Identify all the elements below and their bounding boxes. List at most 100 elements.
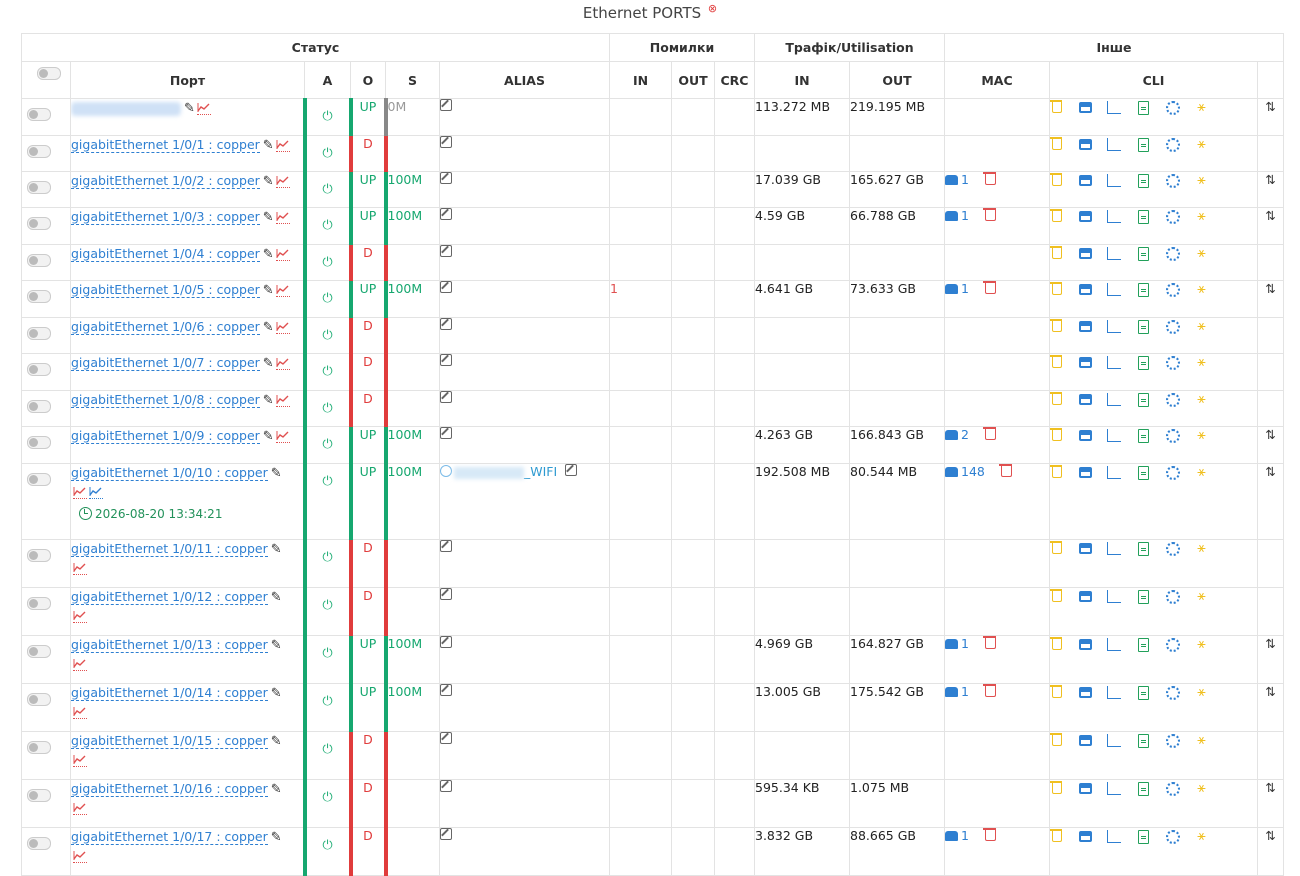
cli-monitor-icon[interactable] [1079,467,1092,478]
traffic-graph-icon[interactable] [73,850,87,863]
cli-gear-icon[interactable] [1166,246,1180,261]
port-link[interactable]: gigabitEthernet 1/0/5 : copper [71,282,260,298]
col-traffic-out[interactable]: OUT [849,61,945,99]
port-link[interactable]: gigabitEthernet 1/0/1 : copper [71,137,260,153]
cli-chart-icon[interactable] [1107,638,1121,651]
row-select-toggle[interactable] [27,181,51,194]
swap-arrows-icon[interactable]: ⇅ [1265,172,1276,188]
pencil-icon[interactable]: ✎ [262,319,274,335]
pencil-icon[interactable]: ✎ [262,428,274,444]
cli-monitor-icon[interactable] [1079,139,1092,150]
cli-clear-counters-trash-icon[interactable] [1050,246,1062,259]
power-icon[interactable]: ⏻ [322,255,333,270]
row-select-toggle[interactable] [27,549,51,562]
traffic-graph-icon[interactable] [89,486,103,499]
cli-document-icon[interactable] [1138,137,1149,152]
mac-count[interactable]: 1 [961,172,969,188]
power-icon[interactable]: ⏻ [322,550,333,565]
cli-gear-icon[interactable] [1166,637,1180,652]
clear-mac-trash-icon[interactable] [982,281,996,294]
cli-monitor-icon[interactable] [1079,543,1092,554]
power-icon[interactable]: ⏻ [322,328,333,343]
traffic-graph-icon[interactable] [275,394,290,407]
mac-count[interactable]: 1 [961,684,969,700]
col-alias[interactable]: ALIAS [439,61,610,99]
pencil-icon[interactable]: ✎ [270,685,282,701]
cli-chart-icon[interactable] [1107,393,1121,406]
col-err-out[interactable]: OUT [671,61,715,99]
mac-table-icon[interactable] [945,211,958,221]
edit-alias-icon[interactable] [440,281,452,293]
cli-chart-icon[interactable] [1107,101,1121,114]
pencil-icon[interactable]: ✎ [270,541,282,557]
cli-chart-icon[interactable] [1107,782,1121,795]
col-oper[interactable]: O [350,61,386,99]
cli-clear-counters-trash-icon[interactable] [1050,282,1062,295]
pencil-icon[interactable]: ✎ [270,589,282,605]
cli-gear-icon[interactable] [1166,781,1180,796]
cli-document-icon[interactable] [1138,355,1149,370]
cli-chart-icon[interactable] [1107,356,1121,369]
cli-gear-icon[interactable] [1166,685,1180,700]
cli-gear-icon[interactable] [1166,541,1180,556]
cli-gear-icon[interactable] [1166,733,1180,748]
cli-monitor-icon[interactable] [1079,321,1092,332]
traffic-graph-icon[interactable] [73,706,87,719]
row-select-toggle[interactable] [27,363,51,376]
cli-monitor-icon[interactable] [1079,175,1092,186]
cli-clear-counters-trash-icon[interactable] [1050,319,1062,332]
edit-alias-icon[interactable] [440,245,452,257]
row-select-toggle[interactable] [27,108,51,121]
pencil-icon[interactable]: ✎ [262,209,274,225]
pencil-icon[interactable]: ✎ [262,173,274,189]
traffic-graph-icon[interactable] [275,430,290,443]
cli-sync-icon[interactable]: ⚹ [1197,684,1206,700]
clear-mac-trash-icon[interactable] [982,172,996,185]
traffic-graph-icon[interactable] [275,211,290,224]
port-link[interactable]: gigabitEthernet 1/0/6 : copper [71,319,260,335]
cli-sync-icon[interactable]: ⚹ [1197,828,1206,844]
pencil-icon[interactable]: ✎ [262,355,274,371]
mac-count[interactable]: 1 [961,828,969,844]
cli-sync-icon[interactable]: ⚹ [1197,208,1206,224]
power-icon[interactable]: ⏻ [322,182,333,197]
cli-sync-icon[interactable]: ⚹ [1197,588,1206,604]
cli-sync-icon[interactable]: ⚹ [1197,540,1206,556]
cli-gear-icon[interactable] [1166,589,1180,604]
cli-sync-icon[interactable]: ⚹ [1197,391,1206,407]
traffic-graph-icon[interactable] [73,486,87,499]
cli-monitor-icon[interactable] [1079,591,1092,602]
cli-document-icon[interactable] [1138,541,1149,556]
power-icon[interactable]: ⏻ [322,838,333,853]
mac-count[interactable]: 1 [961,636,969,652]
edit-alias-icon[interactable] [440,684,452,696]
cli-clear-counters-trash-icon[interactable] [1050,589,1062,602]
port-link[interactable]: gigabitEthernet 1/0/15 : copper [71,733,268,749]
cli-sync-icon[interactable]: ⚹ [1197,464,1206,480]
clear-mac-trash-icon[interactable] [982,684,996,697]
cli-chart-icon[interactable] [1107,283,1121,296]
pencil-icon[interactable]: ✎ [184,100,195,116]
swap-arrows-icon[interactable]: ⇅ [1265,208,1276,224]
edit-alias-icon[interactable] [440,318,452,330]
cli-chart-icon[interactable] [1107,247,1121,260]
port-link[interactable]: gigabitEthernet 1/0/7 : copper [71,355,260,371]
swap-arrows-icon[interactable]: ⇅ [1265,464,1276,480]
cli-monitor-icon[interactable] [1079,211,1092,222]
cli-sync-icon[interactable]: ⚹ [1197,172,1206,188]
cli-chart-icon[interactable] [1107,320,1121,333]
traffic-graph-icon[interactable] [73,658,87,671]
mac-table-icon[interactable] [945,175,958,185]
swap-arrows-icon[interactable]: ⇅ [1265,427,1276,443]
swap-arrows-icon[interactable]: ⇅ [1265,99,1276,115]
cli-document-icon[interactable] [1138,173,1149,188]
row-select-toggle[interactable] [27,145,51,158]
power-icon[interactable]: ⏻ [322,364,333,379]
edit-alias-icon[interactable] [440,780,452,792]
mac-table-icon[interactable] [945,831,958,841]
pencil-icon[interactable]: ✎ [270,465,282,481]
select-all-toggle[interactable] [36,67,61,80]
power-icon[interactable]: ⏻ [322,790,333,805]
swap-arrows-icon[interactable]: ⇅ [1265,684,1276,700]
cli-document-icon[interactable] [1138,100,1149,115]
